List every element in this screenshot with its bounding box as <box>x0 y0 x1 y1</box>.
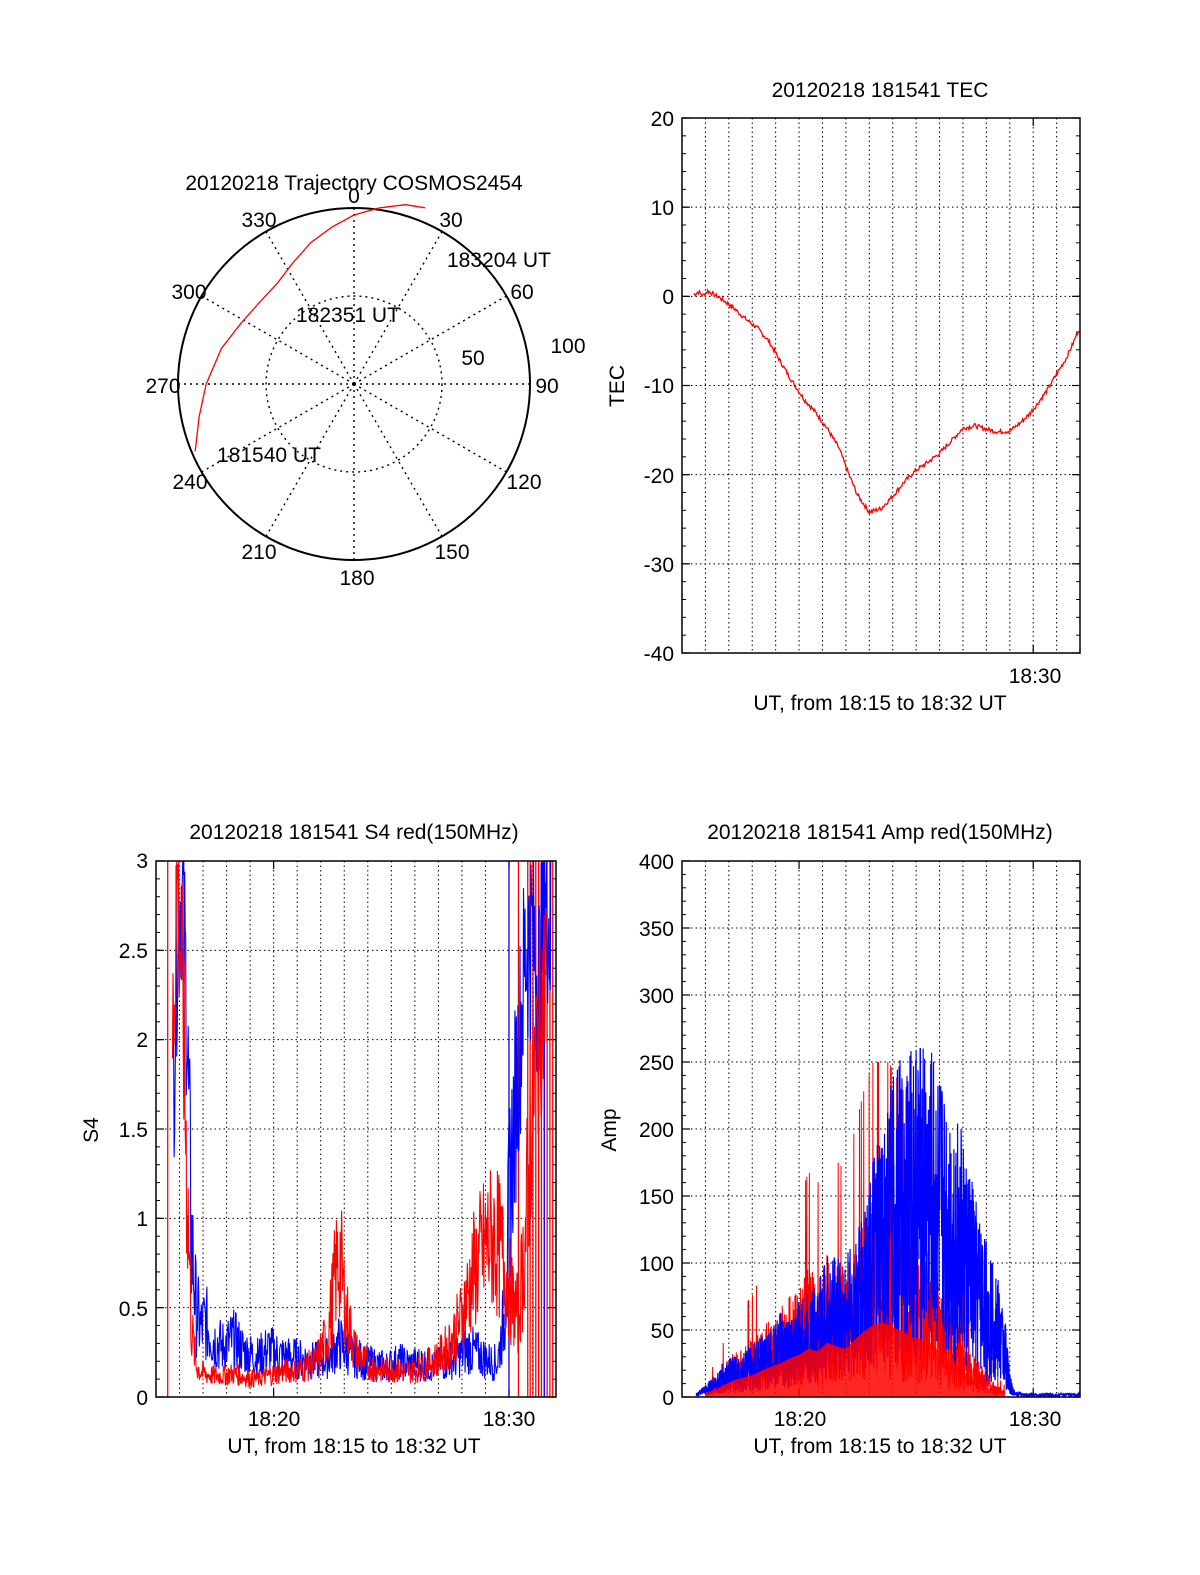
amp-ytick-label: 50 <box>651 1320 674 1343</box>
az-label-270: 270 <box>145 375 180 398</box>
s4-ytick-label: 0.5 <box>119 1298 148 1321</box>
az-label-30: 30 <box>439 209 462 232</box>
s4-ytick-label: 2.5 <box>119 940 148 963</box>
tec-series-line <box>693 287 1080 516</box>
s4-plot-frame <box>155 860 557 1398</box>
s4-xtick-label: 18:30 <box>483 1408 536 1431</box>
amp-ytick-label: 200 <box>639 1119 674 1142</box>
amp-ytick-label: 150 <box>639 1186 674 1209</box>
s4-panel: 20120218 181541 S4 red(150MHz) 0 0.5 1 1… <box>80 821 557 1458</box>
tec-ytick-label: -10 <box>644 375 674 398</box>
az-label-60: 60 <box>510 281 533 304</box>
s4-red-series-line <box>171 860 547 1389</box>
tec-panel: 20120218 181541 TEC -40 -30 -20 -10 0 10… <box>606 79 1081 715</box>
amp-xtick-label: 18:20 <box>774 1408 827 1431</box>
amp-title: 20120218 181541 Amp red(150MHz) <box>707 821 1053 844</box>
amp-ytick-label: 300 <box>639 985 674 1008</box>
az-label-120: 120 <box>506 471 541 494</box>
amp-ytick-label: 350 <box>639 918 674 941</box>
polar-azimuth-labels: 0 30 60 90 120 150 180 210 240 270 300 3… <box>145 185 558 590</box>
polar-ring-50 <box>265 295 443 473</box>
polar-trajectory-panel: 20120218 Trajectory COSMOS2454 0 30 60 9… <box>145 172 585 590</box>
traj-label-end: 183204 UT <box>447 249 551 272</box>
s4-ytick-label: 2 <box>136 1029 148 1052</box>
s4-ytick-label: 1.5 <box>119 1119 148 1142</box>
s4-ytick-label: 3 <box>136 850 148 873</box>
tec-ytick-label: 0 <box>662 286 674 309</box>
tec-ytick-label: -40 <box>644 643 674 666</box>
amp-panel: 20120218 181541 Amp red(150MHz) 0 50 100… <box>598 821 1081 1458</box>
polar-spoke <box>353 383 507 473</box>
tec-title: 20120218 181541 TEC <box>772 79 989 102</box>
radius-label-50: 50 <box>461 347 484 370</box>
az-label-150: 150 <box>434 541 469 564</box>
tec-plot-frame <box>681 117 1081 654</box>
amp-blue-series-line <box>695 1048 1080 1399</box>
traj-label-mid: 182351 UT <box>296 304 400 327</box>
az-label-180: 180 <box>339 567 374 590</box>
s4-grid <box>156 860 556 1398</box>
amp-ytick-label: 0 <box>662 1387 674 1410</box>
tec-ylabel: TEC <box>606 365 629 407</box>
tec-ytick-label: -20 <box>644 465 674 488</box>
amp-xtick-label: 18:30 <box>1009 1408 1062 1431</box>
s4-xtick-label: 18:20 <box>248 1408 301 1431</box>
s4-xlabel: UT, from 18:15 to 18:32 UT <box>227 1435 480 1458</box>
az-label-240: 240 <box>172 471 207 494</box>
polar-outer-circle <box>177 207 531 561</box>
tec-ytick-label: -30 <box>644 554 674 577</box>
amp-y-tick-labels: 0 50 100 150 200 250 300 350 400 <box>639 851 674 1410</box>
amp-ytick-label: 400 <box>639 851 674 874</box>
s4-ytick-label: 0 <box>136 1387 148 1410</box>
s4-ytick-label: 1 <box>136 1208 148 1231</box>
az-label-90: 90 <box>535 375 558 398</box>
az-label-300: 300 <box>171 281 206 304</box>
tec-grid <box>682 117 1080 654</box>
tec-y-tick-labels: -40 -30 -20 -10 0 10 20 <box>644 108 674 666</box>
s4-blue-series-line <box>171 860 552 1383</box>
tec-xlabel: UT, from 18:15 to 18:32 UT <box>753 692 1006 715</box>
s4-title: 20120218 181541 S4 red(150MHz) <box>189 821 518 844</box>
polar-title: 20120218 Trajectory COSMOS2454 <box>185 172 523 195</box>
radius-label-100: 100 <box>550 335 585 358</box>
s4-y-tick-labels: 0 0.5 1 1.5 2 2.5 3 <box>119 850 148 1410</box>
amp-ylabel: Amp <box>598 1108 621 1151</box>
tec-ytick-label: 20 <box>651 108 674 131</box>
amp-ytick-label: 250 <box>639 1052 674 1075</box>
amp-red-envelope <box>705 1322 1006 1397</box>
traj-label-start: 181540 UT <box>217 444 321 467</box>
az-label-210: 210 <box>241 541 276 564</box>
tec-ytick-label: 10 <box>651 197 674 220</box>
amp-ytick-label: 100 <box>639 1253 674 1276</box>
az-label-330: 330 <box>241 209 276 232</box>
amp-xlabel: UT, from 18:15 to 18:32 UT <box>753 1435 1006 1458</box>
s4-ylabel: S4 <box>80 1117 103 1143</box>
amp-plot-frame <box>681 860 1081 1398</box>
az-label-0: 0 <box>348 185 360 208</box>
tec-xtick-label: 18:30 <box>1009 665 1062 688</box>
polar-trajectory-line <box>194 204 426 452</box>
